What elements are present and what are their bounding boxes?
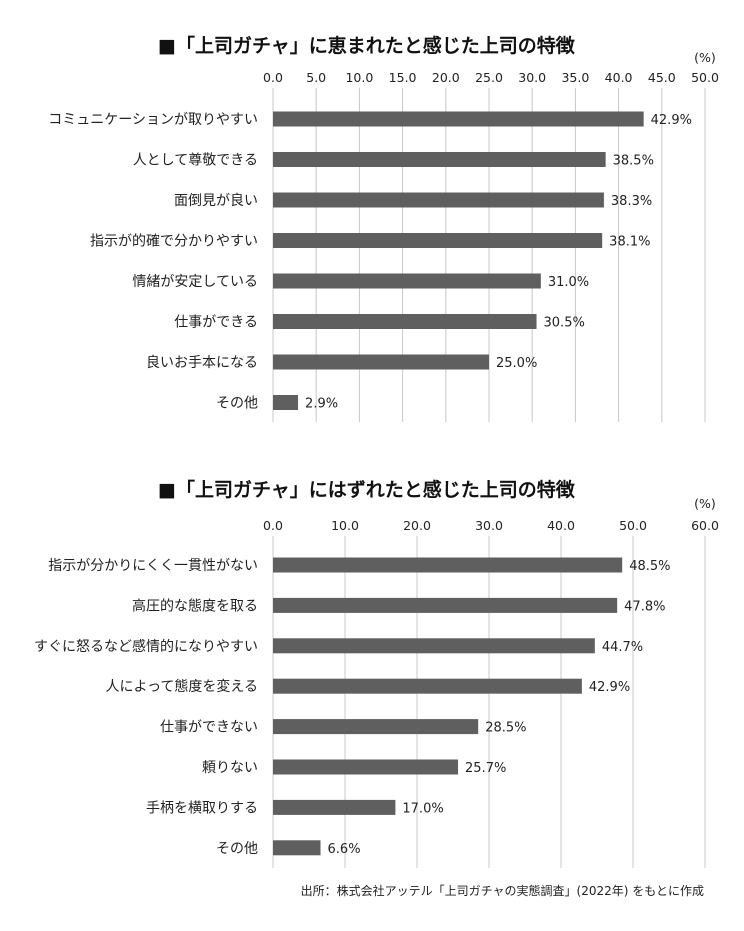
chart-title-1: ■「上司ガチャ」に恵まれたと感じた上司の特徴 [158, 34, 576, 57]
value-label: 6.6% [328, 842, 361, 857]
value-label: 28.5% [485, 721, 526, 736]
category-label: すぐに怒るなど感情的になりやすい [34, 638, 258, 655]
x-tick-label: 25.0 [475, 70, 503, 85]
value-label: 25.7% [465, 761, 506, 776]
value-label: 44.7% [602, 640, 643, 655]
category-label: 面倒見が良い [174, 193, 258, 209]
category-label: 高圧的な態度を取る [132, 597, 258, 614]
source-note: 出所：株式会社アッテル「上司ガチャの実態調査」(2022年) をもとに作成 [301, 883, 704, 898]
x-tick-label: 15.0 [389, 70, 417, 85]
category-label: 人として尊敬できる [133, 152, 258, 169]
x-tick-label: 30.0 [475, 518, 503, 533]
category-label: コミュニケーションが取りやすい [48, 112, 258, 128]
x-tick-label: 30.0 [518, 70, 546, 85]
bar [273, 719, 479, 735]
x-tick-label: 45.0 [648, 70, 676, 85]
bar [273, 273, 541, 289]
value-label: 2.9% [305, 397, 338, 412]
value-label: 38.1% [609, 235, 650, 250]
value-label: 25.0% [496, 356, 537, 371]
category-label: 仕事ができない [160, 720, 258, 736]
category-label: 良いお手本になる [146, 355, 258, 371]
category-label: 指示が分かりにくく一貫性がない [48, 558, 258, 574]
bar [273, 192, 604, 208]
bar [273, 638, 595, 654]
value-label: 42.9% [651, 113, 692, 128]
value-label: 38.3% [611, 194, 652, 209]
x-tick-label: 0.0 [263, 70, 283, 85]
category-label: 頼りない [202, 760, 258, 776]
bar [273, 597, 618, 613]
value-label: 48.5% [629, 559, 670, 574]
category-label: 手柄を横取りする [146, 800, 258, 816]
x-tick-label: 40.0 [547, 518, 575, 533]
x-tick-label: 35.0 [561, 70, 589, 85]
bar [273, 759, 459, 775]
x-tick-label: 60.0 [691, 518, 719, 533]
x-tick-label: 10.0 [331, 518, 359, 533]
category-label: 仕事ができる [174, 315, 258, 331]
category-label: その他 [216, 396, 258, 412]
bar [273, 111, 644, 127]
category-label: 人によって態度を変える [106, 678, 258, 695]
category-label: その他 [216, 841, 258, 857]
unit-label-1: (%) [694, 50, 716, 65]
x-tick-label: 50.0 [691, 70, 719, 85]
bar [273, 799, 396, 815]
value-label: 30.5% [544, 316, 585, 331]
bar [273, 678, 582, 694]
value-label: 42.9% [589, 680, 630, 695]
x-tick-label: 20.0 [403, 518, 431, 533]
bar [273, 557, 623, 573]
bar [273, 152, 606, 167]
x-tick-label: 5.0 [306, 70, 326, 85]
value-label: 17.0% [402, 801, 443, 816]
x-tick-label: 20.0 [432, 70, 460, 85]
category-label: 指示が的確で分かりやすい [90, 234, 258, 250]
chart-title-2: ■「上司ガチャ」にはずれたと感じた上司の特徴 [158, 478, 576, 501]
x-tick-label: 40.0 [605, 70, 633, 85]
bar [273, 233, 603, 248]
value-label: 47.8% [624, 599, 665, 614]
bar [273, 840, 321, 856]
bar [273, 395, 299, 410]
x-tick-label: 50.0 [619, 518, 647, 533]
bar [273, 314, 537, 329]
value-label: 31.0% [548, 275, 589, 290]
x-tick-label: 0.0 [263, 518, 283, 533]
value-label: 38.5% [613, 154, 654, 169]
unit-label-2: (%) [694, 496, 716, 511]
x-tick-label: 10.0 [345, 70, 373, 85]
bar [273, 354, 489, 370]
category-label: 情緒が安定している [132, 274, 258, 290]
